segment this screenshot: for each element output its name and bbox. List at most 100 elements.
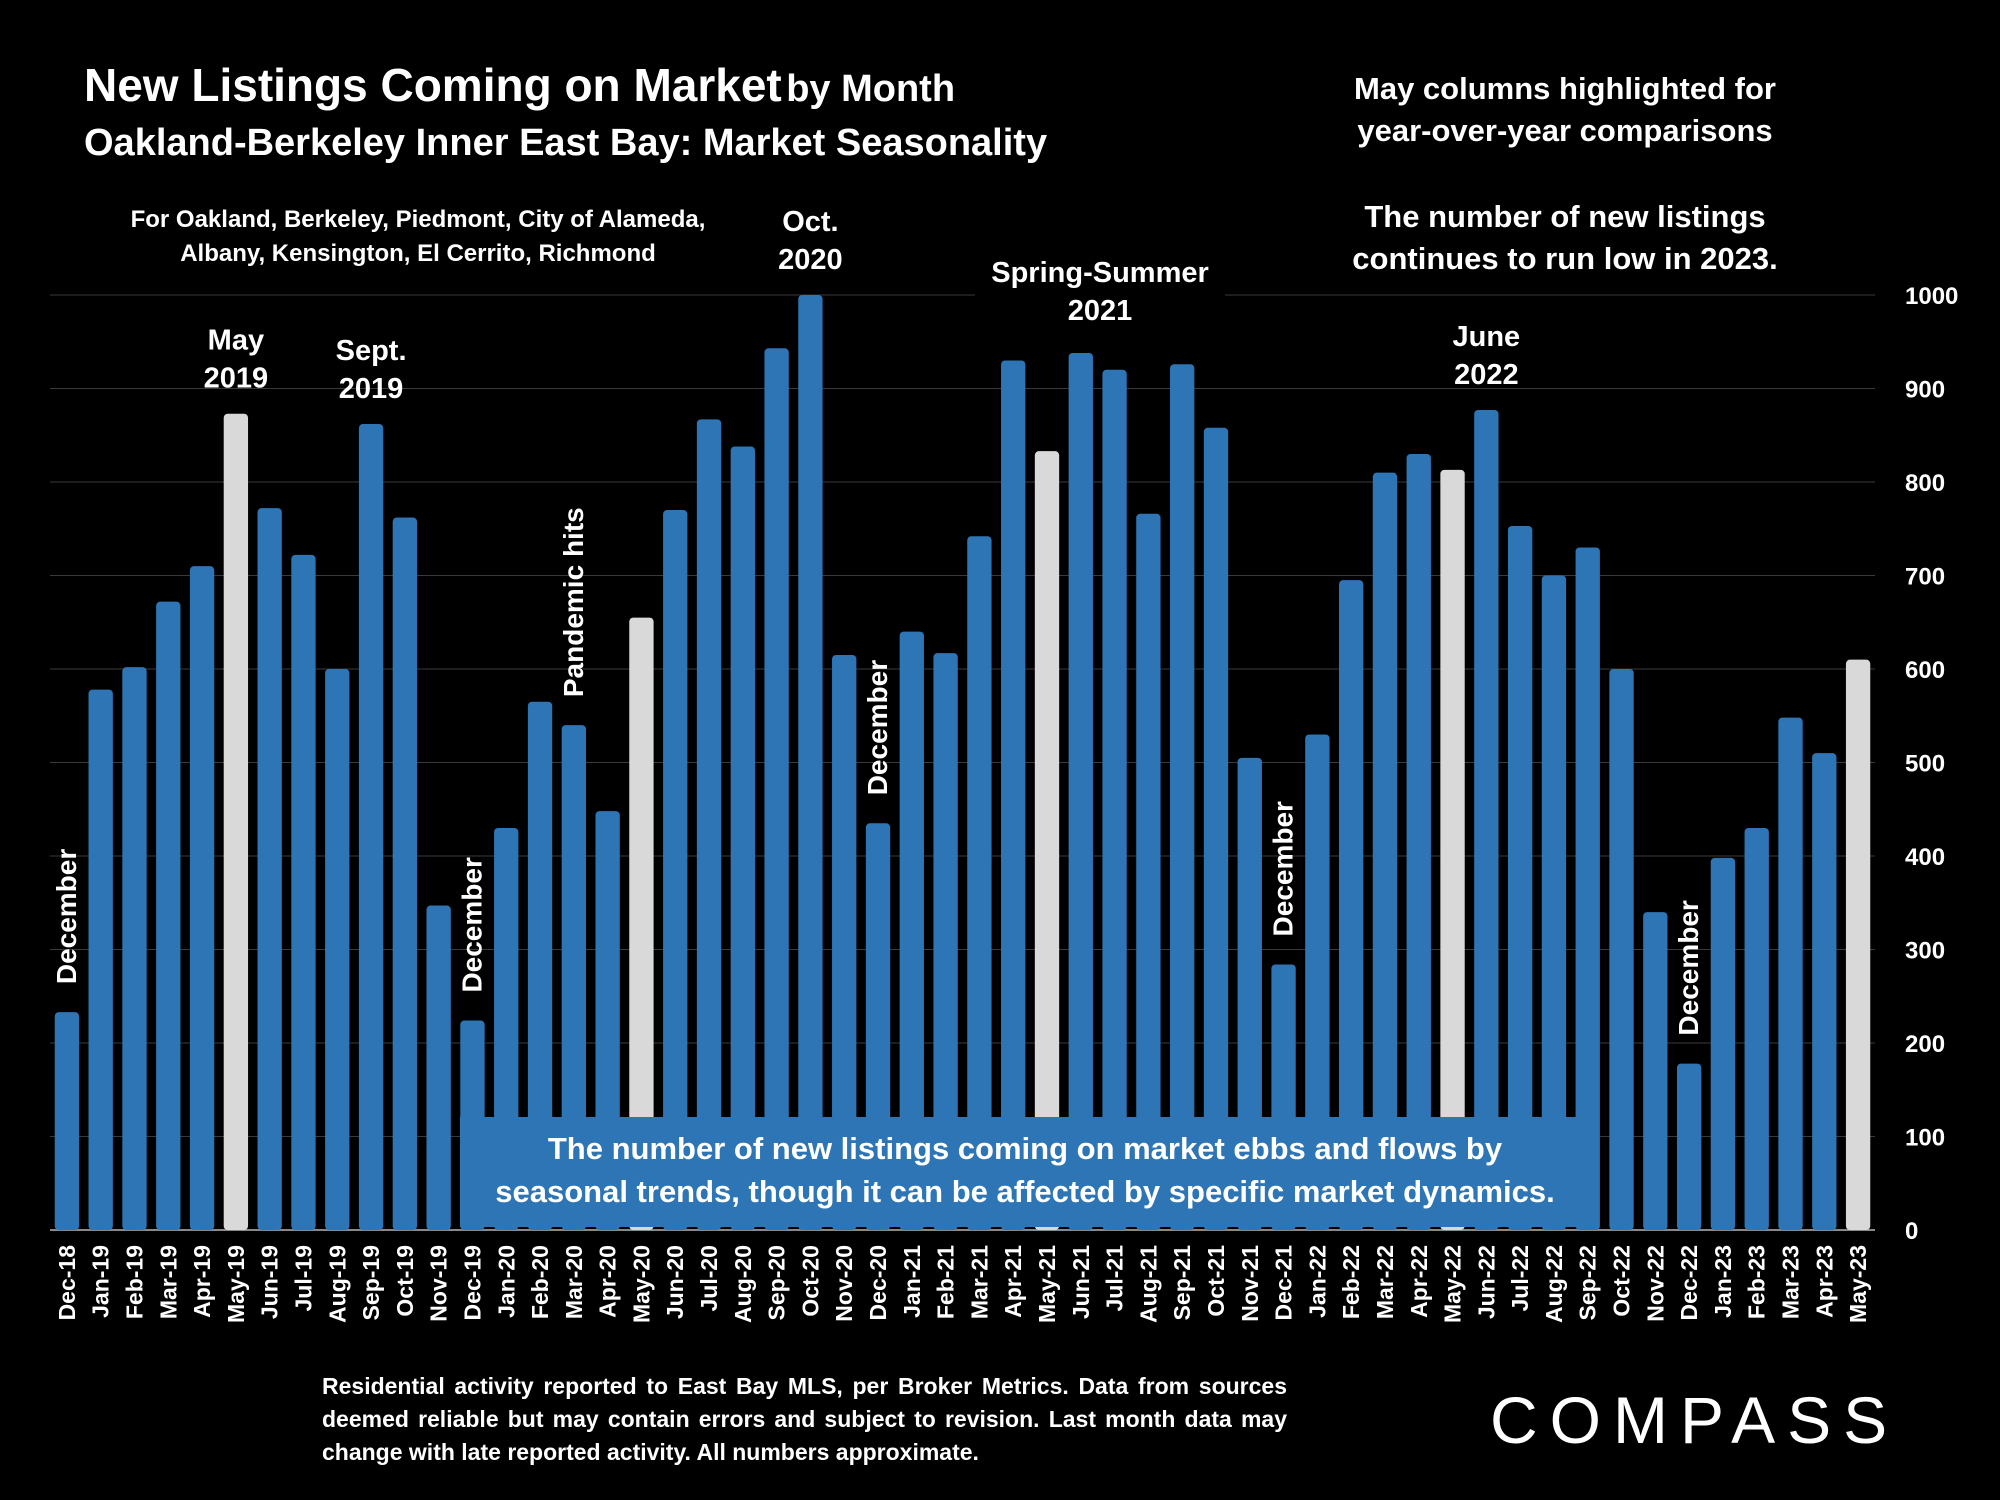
x-tick-label: May-19 [223,1245,249,1323]
bar [1778,717,1803,1230]
annotation-label: 2021 [1068,295,1133,327]
bar [426,905,451,1230]
chart-title: New Listings Coming on Market by Month O… [84,58,1047,165]
x-tick-label: Jul-20 [696,1245,722,1311]
bar [933,653,958,1230]
x-tick-label: Sep-19 [358,1245,384,1320]
y-tick-label: 600 [1905,657,1945,684]
annotation-label: May [208,325,264,357]
bar [1203,427,1229,1230]
callout-line-2: seasonal trends, though it can be affect… [495,1174,1555,1209]
x-tick-label: May-21 [1034,1245,1060,1323]
y-tick-label: 1000 [1905,283,1958,310]
annotation-label: December [456,857,487,993]
bar [1136,513,1161,1230]
title-subtitle: Oakland-Berkeley Inner East Bay: Market … [84,122,1048,164]
bar [1068,352,1093,1231]
x-tick-label: Dec-22 [1676,1245,1702,1320]
bar [1541,575,1567,1230]
annotation-label: 2019 [339,373,404,405]
x-tick-label: Mar-20 [561,1245,587,1319]
bar [561,725,587,1230]
bar [1744,827,1769,1230]
x-tick-label: Jun-21 [1068,1245,1094,1319]
x-tick-label: May-23 [1845,1245,1871,1323]
y-tick-label: 100 [1905,1125,1945,1152]
x-tick-label: Apr-19 [189,1245,215,1318]
x-tick-label: Aug-21 [1135,1245,1161,1323]
y-tick-label: 300 [1905,938,1945,965]
bar [696,419,722,1231]
bar-highlighted [1440,469,1465,1231]
title-suffix: by Month [786,68,956,110]
bar [899,631,924,1230]
x-tick-label: Dec-18 [54,1245,80,1321]
low-note-line-1: The number of new listings [1364,199,1766,234]
x-tick-label: Oct-22 [1609,1245,1635,1317]
bar [1676,1063,1702,1230]
annotation-label: Sept. [336,335,407,367]
running-low-note: The number of new listings continues to … [1300,196,1830,280]
x-tick-label: Oct-21 [1203,1245,1229,1317]
x-tick-label: Sep-20 [764,1245,790,1320]
bar [291,554,316,1230]
compass-logo: COMPASS [1490,1383,1900,1457]
annotation-label: 2019 [204,363,269,395]
x-tick-label: Oct-19 [392,1245,418,1317]
annotations: December May 2019 Sept. 2019 December Pandemic… [51,193,1704,1036]
bar [1474,410,1499,1230]
x-tick-label: Jan-20 [493,1245,519,1318]
may-highlight-note: May columns highlighted for year-over-ye… [1300,68,1830,152]
annotation-backdrop [975,250,1225,340]
may-note-line-1: May columns highlighted for [1354,71,1776,106]
bar [54,1012,80,1230]
x-tick-label: Mar-22 [1372,1245,1398,1319]
gridlines [50,294,1875,1231]
bar [1507,525,1533,1230]
x-tick-label: Dec-19 [459,1245,485,1320]
x-tick-label: Apr-20 [595,1245,621,1318]
source-footnote: Residential activity reported to East Ba… [322,1373,1287,1465]
bar [1338,580,1364,1230]
x-tick-label: Jun-22 [1473,1245,1499,1319]
x-tick-label: Feb-21 [933,1245,959,1319]
annotation-label: December [1673,900,1704,1036]
y-tick-label: 0 [1905,1218,1918,1245]
x-tick-label: Jan-22 [1304,1245,1330,1318]
annotation-label: December [51,849,82,985]
cities-note: For Oakland, Berkeley, Piedmont, City of… [118,203,718,271]
x-tick-label: Dec-20 [865,1245,891,1320]
annotation-label: Spring-Summer [991,257,1209,289]
may-note-line-2: year-over-year comparisons [1357,113,1773,148]
annotation-label: Pandemic hits [558,507,589,697]
bar [1001,360,1026,1230]
x-tick-label: Apr-23 [1811,1245,1837,1318]
x-tick-label: Feb-19 [121,1245,147,1319]
bar-highlighted [629,617,654,1230]
annotation-label: 2020 [778,244,843,276]
bar [1237,757,1262,1230]
x-tick-label: Nov-21 [1237,1245,1263,1322]
x-tick-label: Sep-21 [1169,1245,1195,1321]
bar [1305,734,1330,1230]
y-tick-label: 400 [1905,844,1945,871]
bar [663,510,688,1230]
cities-line-2: Albany, Kensington, El Cerrito, Richmond [180,240,656,267]
bar [257,508,282,1230]
annotation-label: Oct. [782,206,838,238]
x-tick-label: Jun-19 [257,1245,283,1319]
bar [392,517,418,1230]
y-tick-label: 200 [1905,1031,1945,1058]
title-main: New Listings Coming on Market [84,59,782,111]
bar [1372,472,1398,1230]
x-tick-label: Feb-22 [1338,1245,1364,1319]
bar-highlighted [1845,659,1871,1230]
x-tick-label: Aug-20 [730,1245,756,1323]
bar [967,536,992,1230]
y-tick-label: 800 [1905,470,1945,497]
bar [1710,857,1736,1230]
bar [527,701,553,1230]
low-note-line-2: continues to run low in 2023. [1352,241,1778,276]
x-tick-label: Jul-21 [1102,1245,1128,1312]
cities-line-1: For Oakland, Berkeley, Piedmont, City of… [130,206,706,233]
